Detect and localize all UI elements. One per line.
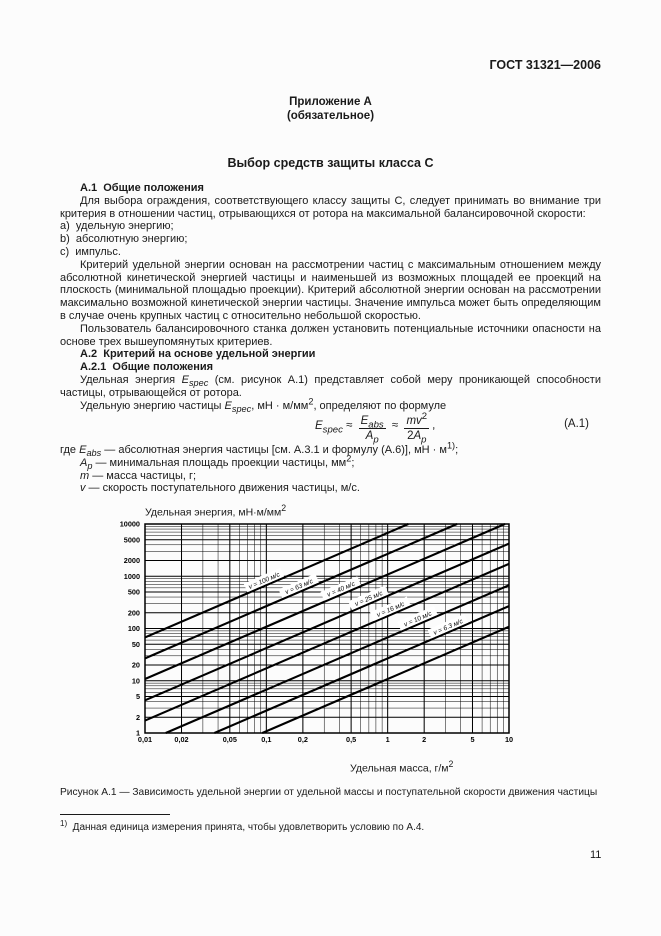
- svg-text:0,1: 0,1: [261, 735, 271, 744]
- svg-text:0,02: 0,02: [174, 735, 188, 744]
- svg-text:500: 500: [128, 588, 140, 597]
- svg-text:1: 1: [386, 735, 390, 744]
- svg-text:20: 20: [132, 661, 140, 670]
- svg-text:5: 5: [136, 692, 140, 701]
- svg-text:5: 5: [470, 735, 474, 744]
- svg-text:0,01: 0,01: [138, 735, 152, 744]
- svg-text:1000: 1000: [124, 572, 140, 581]
- svg-text:0,5: 0,5: [346, 735, 356, 744]
- svg-text:100: 100: [128, 624, 140, 633]
- svg-text:10: 10: [505, 735, 513, 744]
- svg-text:10: 10: [132, 676, 140, 685]
- svg-text:2000: 2000: [124, 556, 140, 565]
- svg-text:2: 2: [136, 713, 140, 722]
- svg-text:0,05: 0,05: [223, 735, 237, 744]
- svg-text:1: 1: [136, 729, 140, 738]
- svg-text:0,2: 0,2: [298, 735, 308, 744]
- svg-text:200: 200: [128, 608, 140, 617]
- svg-text:5000: 5000: [124, 535, 140, 544]
- svg-text:50: 50: [132, 640, 140, 649]
- svg-text:10000: 10000: [120, 520, 140, 529]
- svg-text:2: 2: [422, 735, 426, 744]
